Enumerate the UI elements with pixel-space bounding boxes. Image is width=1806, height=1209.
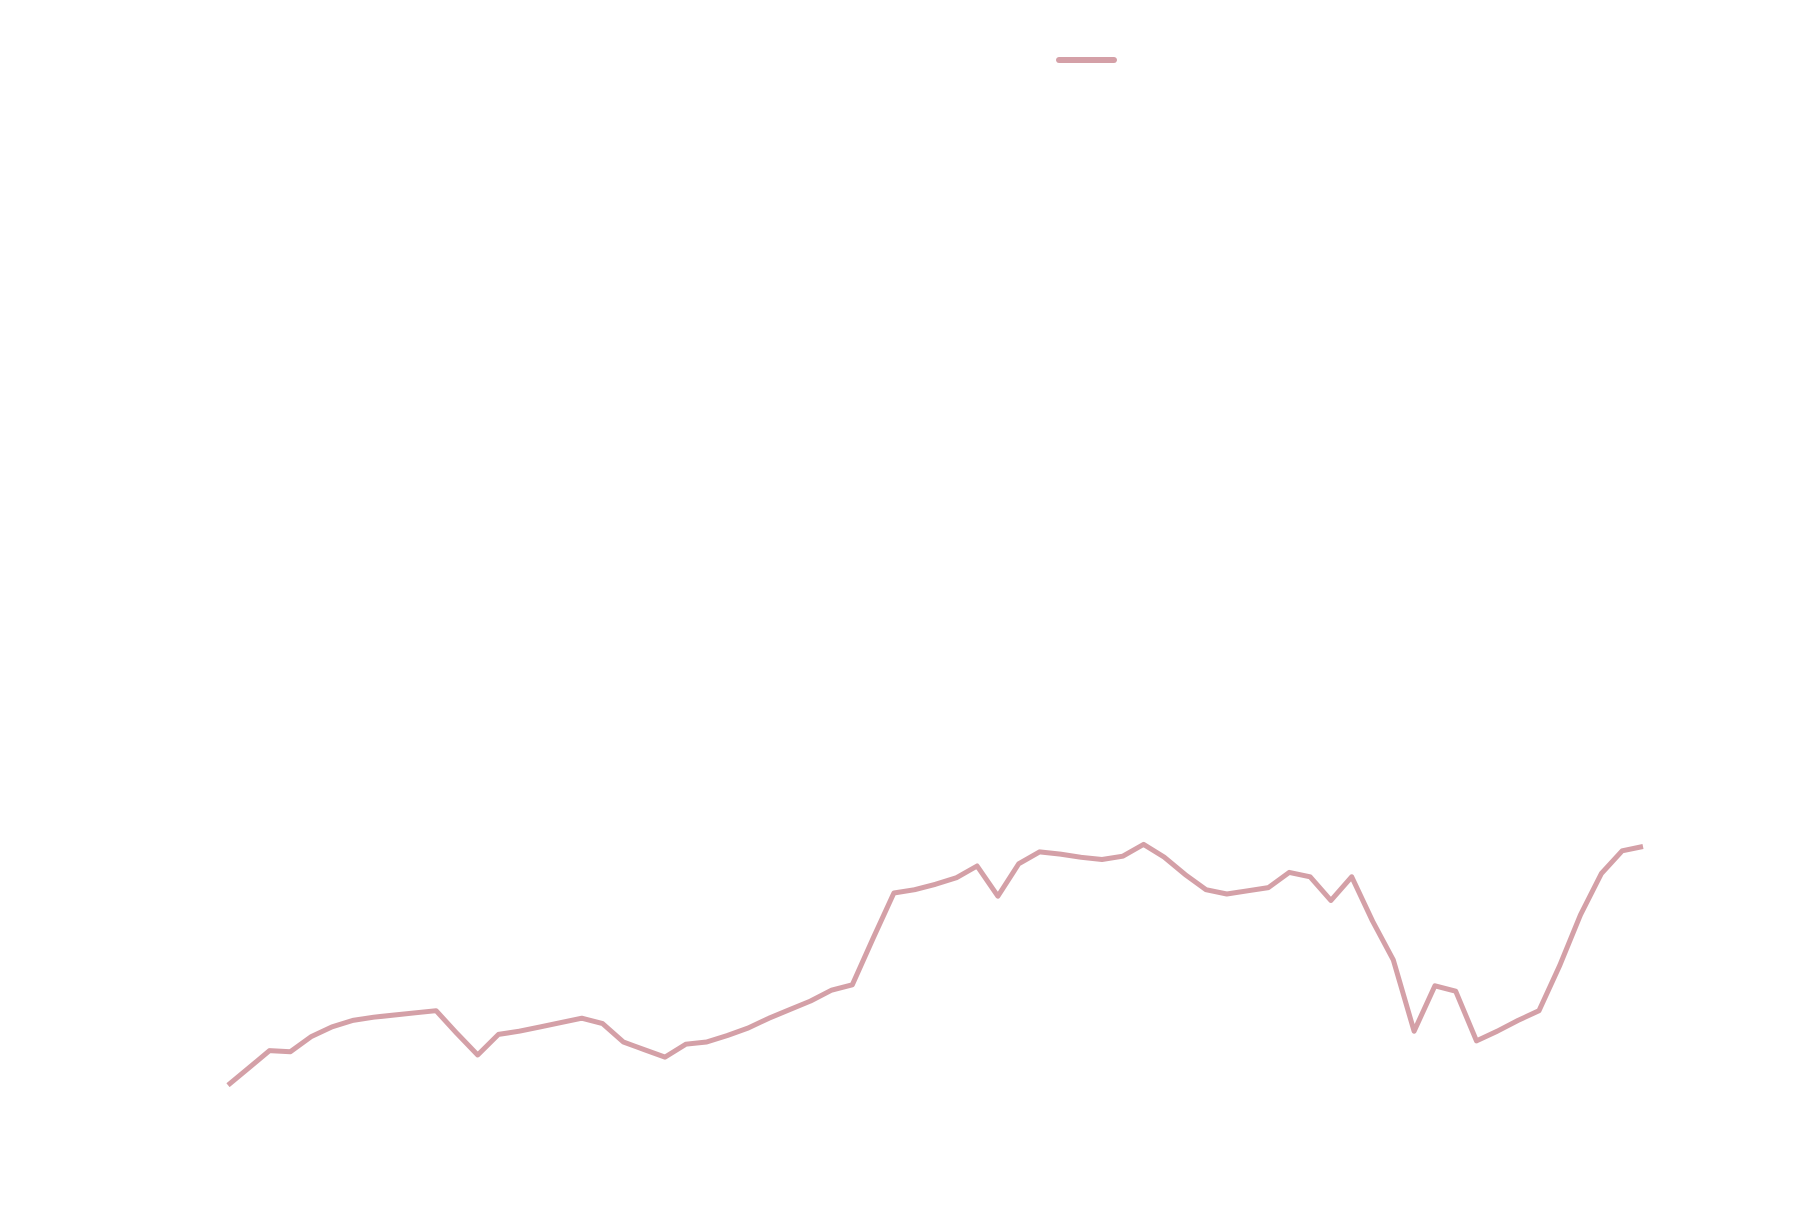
- series-line-1: [226, 841, 1644, 1088]
- plot-area: [226, 841, 1644, 1088]
